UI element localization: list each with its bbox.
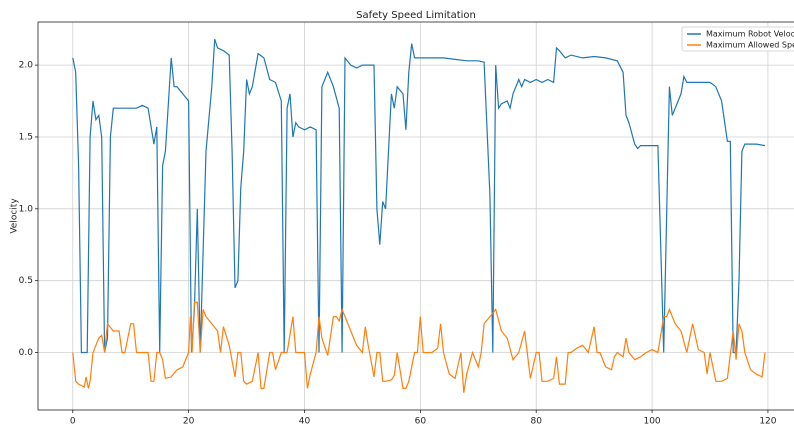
y-tick-label: 0.0 — [19, 348, 34, 358]
y-tick-label: 0.5 — [19, 276, 33, 286]
y-tick-label: 2.0 — [19, 61, 34, 71]
x-tick-label: 0 — [70, 417, 76, 426]
x-tick-label: 80 — [530, 417, 542, 426]
x-tick-label: 100 — [643, 417, 660, 426]
legend-box — [681, 26, 794, 52]
y-tick-label: 1.5 — [19, 132, 33, 142]
chart-title: Safety Speed Limitation — [356, 10, 476, 21]
series-line — [72, 39, 766, 354]
x-tick-label: 120 — [759, 417, 776, 426]
x-tick-label: 20 — [183, 417, 195, 426]
y-tick-label: 1.0 — [19, 204, 34, 214]
y-axis-label: Velocity — [10, 198, 20, 234]
x-tick-label: 40 — [299, 417, 311, 426]
plot-frame — [37, 21, 794, 411]
legend-label: Maximum Robot Velocity — [706, 30, 794, 39]
legend-label: Maximum Allowed Speed — [706, 41, 794, 50]
series-line — [72, 301, 766, 393]
x-tick-label: 60 — [415, 417, 427, 426]
